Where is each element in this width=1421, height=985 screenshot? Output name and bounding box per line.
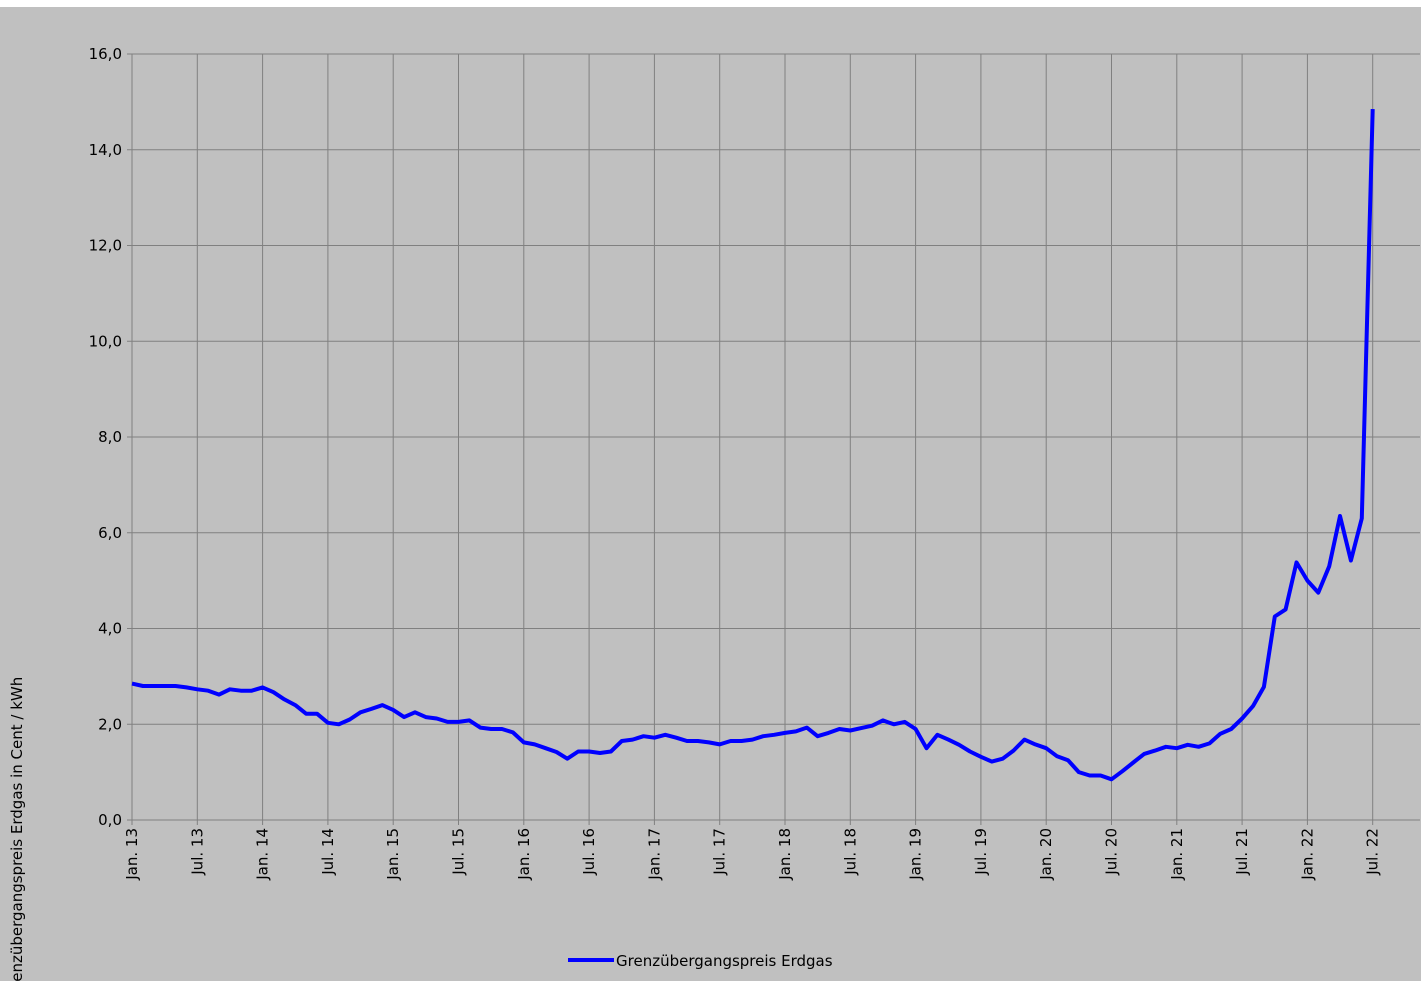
x-tick-label: Jul. 21 <box>1233 828 1251 876</box>
x-tick-label: Jan. 21 <box>1168 828 1186 881</box>
y-tick-label: 2,0 <box>98 715 122 733</box>
legend-label: Grenzübergangspreis Erdgas <box>616 952 833 970</box>
x-tick-label: Jul. 22 <box>1364 828 1382 876</box>
x-tick-label: Jan. 13 <box>123 828 141 881</box>
y-tick-label: 10,0 <box>89 332 122 350</box>
x-tick-label: Jul. 14 <box>319 828 337 876</box>
x-tick-label: Jan. 22 <box>1298 828 1316 881</box>
x-tick-label: Jan. 17 <box>645 828 663 881</box>
x-tick-label: Jul. 16 <box>580 828 598 876</box>
x-tick-label: Jul. 17 <box>711 828 729 876</box>
series-line <box>131 109 1375 782</box>
x-tick-label: Jul. 15 <box>450 828 468 876</box>
x-tick-label: Jan. 14 <box>254 828 272 881</box>
y-tick-label: 12,0 <box>89 237 122 255</box>
y-axis-label: Grenzübergangspreis Erdgas in Cent / kWh <box>8 677 26 981</box>
x-tick-label: Jan. 16 <box>515 828 533 881</box>
x-tick-label: Jul. 18 <box>841 828 859 876</box>
y-tick-label: 16,0 <box>89 45 122 63</box>
x-tick-label: Jan. 18 <box>776 828 794 881</box>
x-tick-label: Jul. 20 <box>1103 828 1121 876</box>
y-tick-label: 6,0 <box>98 524 122 542</box>
x-tick-label: Jan. 20 <box>1037 828 1055 881</box>
x-tick-label: Jul. 13 <box>188 828 206 876</box>
x-tick-label: Jan. 15 <box>384 828 402 881</box>
y-tick-label: 14,0 <box>89 141 122 159</box>
chart-background <box>0 7 1421 981</box>
x-tick-label: Jan. 19 <box>907 828 925 881</box>
y-tick-label: 8,0 <box>98 428 122 446</box>
x-tick-label: Jul. 19 <box>972 828 990 876</box>
y-tick-label: 0,0 <box>98 811 122 829</box>
y-tick-label: 4,0 <box>98 620 122 638</box>
